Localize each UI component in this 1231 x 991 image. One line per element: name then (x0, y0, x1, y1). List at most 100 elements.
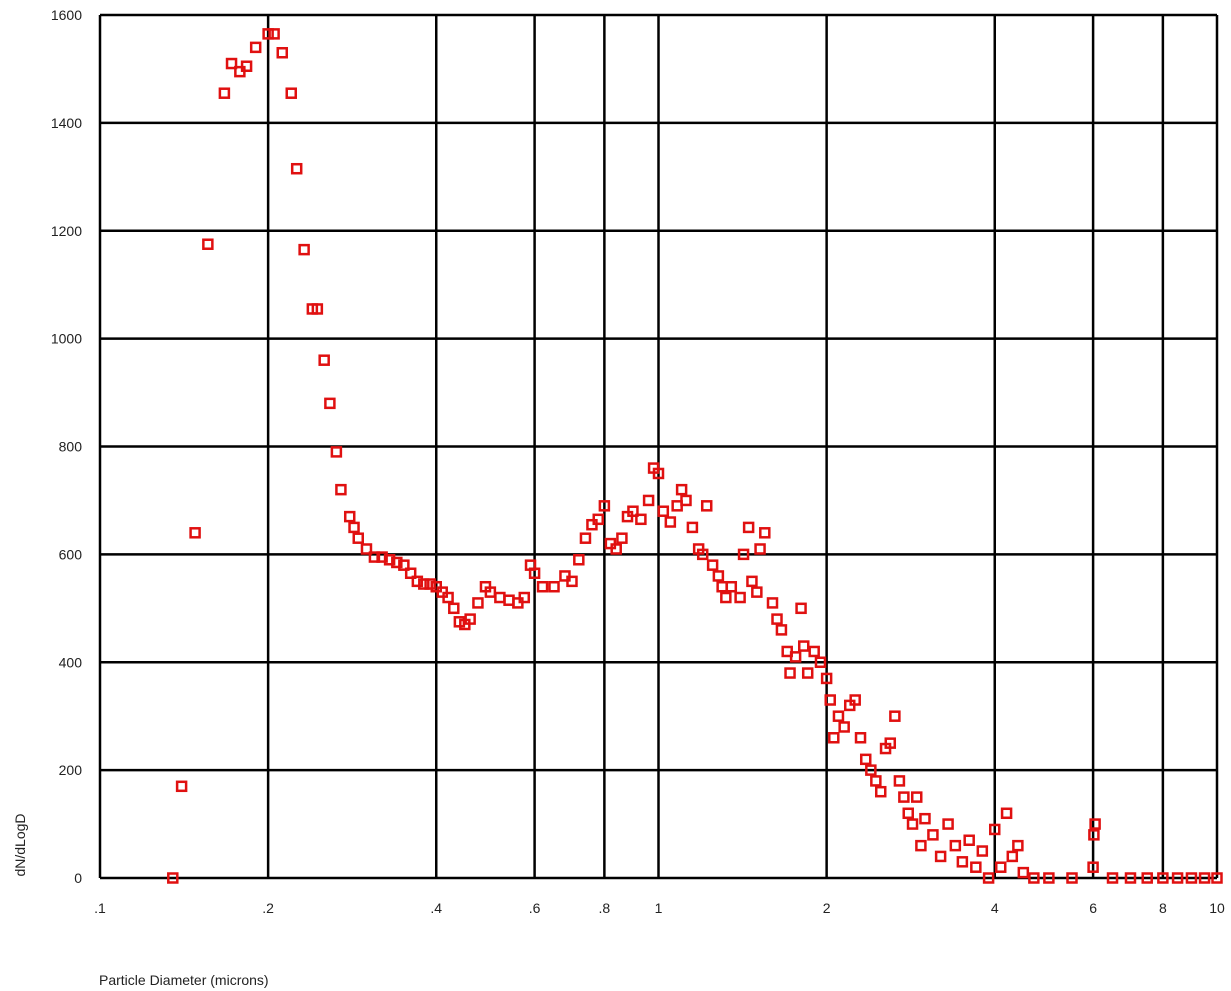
data-point (771, 613, 783, 625)
data-point (652, 467, 665, 480)
y-tick-label: 1000 (51, 331, 82, 347)
data-point (1157, 872, 1169, 884)
data-point (963, 834, 975, 846)
data-point (865, 764, 877, 776)
data-point (949, 839, 962, 852)
data-point (1017, 866, 1030, 879)
data-point (1211, 872, 1223, 884)
data-point (725, 580, 738, 593)
data-point (956, 856, 969, 868)
data-point (870, 775, 882, 787)
x-tick-label: 8 (1159, 900, 1167, 916)
data-point (664, 516, 677, 528)
x-axis-title: Particle Diameter (microns) (99, 972, 269, 988)
data-point (352, 532, 364, 544)
data-point (318, 354, 330, 366)
data-point (360, 543, 373, 555)
y-tick-label: 1200 (51, 223, 82, 239)
data-point (343, 510, 356, 523)
y-tick-label: 1600 (51, 7, 82, 23)
data-point (795, 602, 807, 615)
data-point (970, 861, 982, 873)
data-point (1198, 872, 1211, 884)
data-point (942, 818, 954, 830)
data-point (902, 807, 914, 820)
y-tick-label: 0 (74, 870, 82, 886)
data-point (548, 580, 560, 593)
data-point (720, 591, 732, 604)
data-point (775, 624, 788, 636)
data-point (854, 732, 867, 744)
data-point (268, 28, 280, 40)
data-point (934, 850, 947, 863)
data-point (754, 543, 766, 555)
data-point (1000, 807, 1013, 820)
data-point (828, 732, 840, 744)
data-points (167, 28, 1223, 884)
data-point (906, 818, 919, 830)
data-point (518, 591, 531, 604)
data-point (642, 494, 655, 507)
data-point (225, 57, 238, 70)
data-point (1185, 872, 1198, 884)
data-point (330, 446, 343, 458)
grid-lines (98, 13, 1219, 880)
data-point (1006, 850, 1019, 863)
data-point (598, 500, 611, 512)
data-point (240, 60, 253, 72)
data-point (989, 823, 1001, 836)
data-point (411, 575, 424, 588)
data-point (424, 578, 436, 590)
data-point (1141, 872, 1153, 884)
x-tick-label: .8 (599, 900, 611, 916)
data-point (976, 845, 989, 857)
data-point (832, 710, 845, 722)
data-point (167, 872, 179, 884)
data-point (573, 554, 585, 566)
data-point (335, 483, 347, 496)
data-point (849, 694, 861, 706)
data-point (448, 602, 460, 615)
data-point (820, 672, 833, 685)
data-point (579, 532, 592, 544)
data-point (734, 591, 746, 604)
data-point (982, 872, 995, 884)
data-point (737, 548, 750, 561)
y-tick-label: 200 (59, 762, 83, 778)
data-point (472, 597, 484, 609)
data-point (797, 640, 810, 652)
data-point (464, 613, 476, 625)
data-point (298, 243, 310, 256)
data-point (696, 548, 709, 561)
data-point (675, 483, 688, 496)
data-point (889, 710, 901, 722)
data-point (398, 559, 410, 571)
data-point (376, 551, 388, 563)
data-point (189, 527, 201, 539)
data-point (874, 785, 887, 798)
data-point (919, 812, 931, 825)
x-tick-label: .1 (94, 900, 106, 916)
data-point (627, 505, 639, 517)
x-tick-label: .2 (262, 900, 274, 916)
data-point (994, 861, 1007, 873)
data-point (1171, 872, 1184, 884)
data-point (290, 162, 303, 175)
data-point (610, 543, 622, 555)
data-point (175, 780, 188, 793)
y-tick-label: 600 (59, 546, 83, 562)
x-tick-label: 2 (823, 900, 831, 916)
data-point (635, 513, 647, 526)
data-point (1124, 872, 1137, 884)
data-point (1043, 872, 1055, 884)
data-point (311, 303, 324, 315)
data-point (324, 397, 336, 410)
data-point (442, 591, 454, 604)
data-point (808, 645, 820, 658)
data-point (759, 527, 771, 539)
data-point (824, 694, 836, 706)
data-point (1088, 829, 1100, 841)
data-point (391, 556, 403, 569)
data-point (202, 238, 214, 250)
